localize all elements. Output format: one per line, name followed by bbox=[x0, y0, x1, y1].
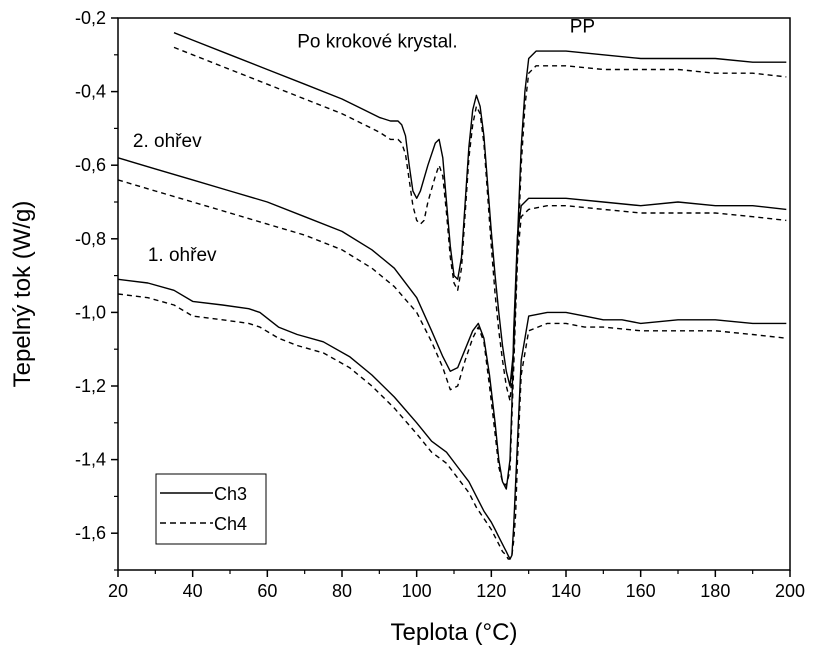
y-tick-label: -0,6 bbox=[75, 155, 106, 175]
annotation-label: Po krokové krystal. bbox=[297, 31, 458, 52]
y-tick-label: -1,0 bbox=[75, 302, 106, 322]
legend-box bbox=[155, 473, 267, 545]
y-axis-ticks: -0,2 -0,4 -0,6 -0,8 -1,0 -1,2 -1,4 -1,6 bbox=[75, 8, 118, 571]
y-tick-label: -0,4 bbox=[75, 82, 106, 102]
x-tick-label: 20 bbox=[108, 581, 128, 601]
legend-label-ch3: Ch3 bbox=[214, 484, 247, 504]
x-tick-label: 200 bbox=[775, 581, 805, 601]
y-tick-label: -1,2 bbox=[75, 376, 106, 396]
x-axis-title: Teplota (°C) bbox=[391, 619, 518, 646]
y-tick-label: -0,2 bbox=[75, 8, 106, 28]
y-axis-title: Tepelný tok (W/g) bbox=[9, 201, 36, 388]
annotation-label: 1. ohřev bbox=[148, 245, 217, 266]
x-tick-label: 160 bbox=[626, 581, 656, 601]
legend: Ch3 Ch4 bbox=[155, 473, 267, 545]
x-tick-label: 140 bbox=[551, 581, 581, 601]
series-layer bbox=[117, 32, 787, 560]
series-line-ch4-po-krokov-krystal bbox=[173, 46, 787, 402]
annotation-label: 2. ohřev bbox=[133, 131, 202, 152]
x-axis-ticks: 20 40 60 80 100 120 140 160 180 200 bbox=[108, 570, 805, 601]
x-tick-label: 40 bbox=[183, 581, 203, 601]
x-tick-label: 100 bbox=[402, 581, 432, 601]
x-tick-label: 80 bbox=[332, 581, 352, 601]
y-tick-label: -1,4 bbox=[75, 450, 106, 470]
series-line-ch3-po-krokov-krystal bbox=[173, 32, 787, 387]
series-line-ch4-2-oh-ev bbox=[117, 179, 787, 487]
annotations: Po krokové krystal. PP 2. ohřev 1. ohřev bbox=[133, 17, 595, 266]
series-line-ch3-1-oh-ev bbox=[117, 278, 787, 560]
x-tick-label: 60 bbox=[257, 581, 277, 601]
x-tick-label: 180 bbox=[700, 581, 730, 601]
x-tick-label: 120 bbox=[476, 581, 506, 601]
legend-label-ch4: Ch4 bbox=[214, 514, 247, 534]
series-line-ch3-2-oh-ev bbox=[117, 157, 787, 490]
annotation-label: PP bbox=[570, 17, 595, 38]
series-line-ch4-1-oh-ev bbox=[117, 293, 787, 560]
y-tick-label: -0,8 bbox=[75, 229, 106, 249]
y-tick-label: -1,6 bbox=[75, 523, 106, 543]
